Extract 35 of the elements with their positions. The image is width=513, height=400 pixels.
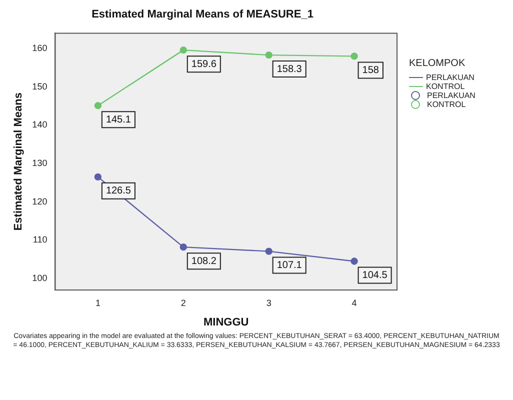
point xyxy=(265,51,272,59)
legend-label: KONTROL xyxy=(426,82,465,91)
data-label: 108.2 xyxy=(191,256,217,267)
legend-title: KELOMPOK xyxy=(409,58,466,69)
y-tick-label: 110 xyxy=(32,234,48,245)
data-label: 158.3 xyxy=(276,64,302,75)
point xyxy=(94,173,102,181)
x-axis-title: MINGGU xyxy=(203,316,249,328)
legend-label: PERLAKUAN xyxy=(427,91,476,100)
point xyxy=(350,52,358,60)
text: KONTROL xyxy=(427,100,466,109)
text: PERLAKUAN xyxy=(426,73,474,82)
y-tick-label: 100 xyxy=(32,272,48,283)
data-label: 107.1 xyxy=(276,260,302,272)
point xyxy=(180,46,187,54)
chart-title: Estimated Marginal Means of MEASURE_1 xyxy=(92,8,314,21)
point xyxy=(350,258,358,265)
y-tick-label: 120 xyxy=(32,196,48,206)
y-tick-label: 160 xyxy=(32,43,48,54)
y-tick-label: 150 xyxy=(32,81,48,92)
data-label: 158 xyxy=(362,64,380,76)
y-tick-label: 130 xyxy=(32,158,48,168)
point xyxy=(94,102,102,110)
x-tick-label: 1 xyxy=(95,298,100,308)
y-tick-label: 140 xyxy=(32,120,48,130)
data-label: 159.6 xyxy=(191,58,217,70)
point xyxy=(265,248,272,255)
data-label: 145.1 xyxy=(106,114,132,126)
data-label: 104.5 xyxy=(362,270,388,282)
x-tick-label: 3 xyxy=(266,298,272,308)
x-tick-label: 4 xyxy=(352,298,357,308)
x-tick-label: 2 xyxy=(180,298,186,308)
point xyxy=(180,243,187,251)
data-label: 126.5 xyxy=(106,186,132,197)
y-axis-title: Estimated Marginal Means xyxy=(12,92,25,231)
